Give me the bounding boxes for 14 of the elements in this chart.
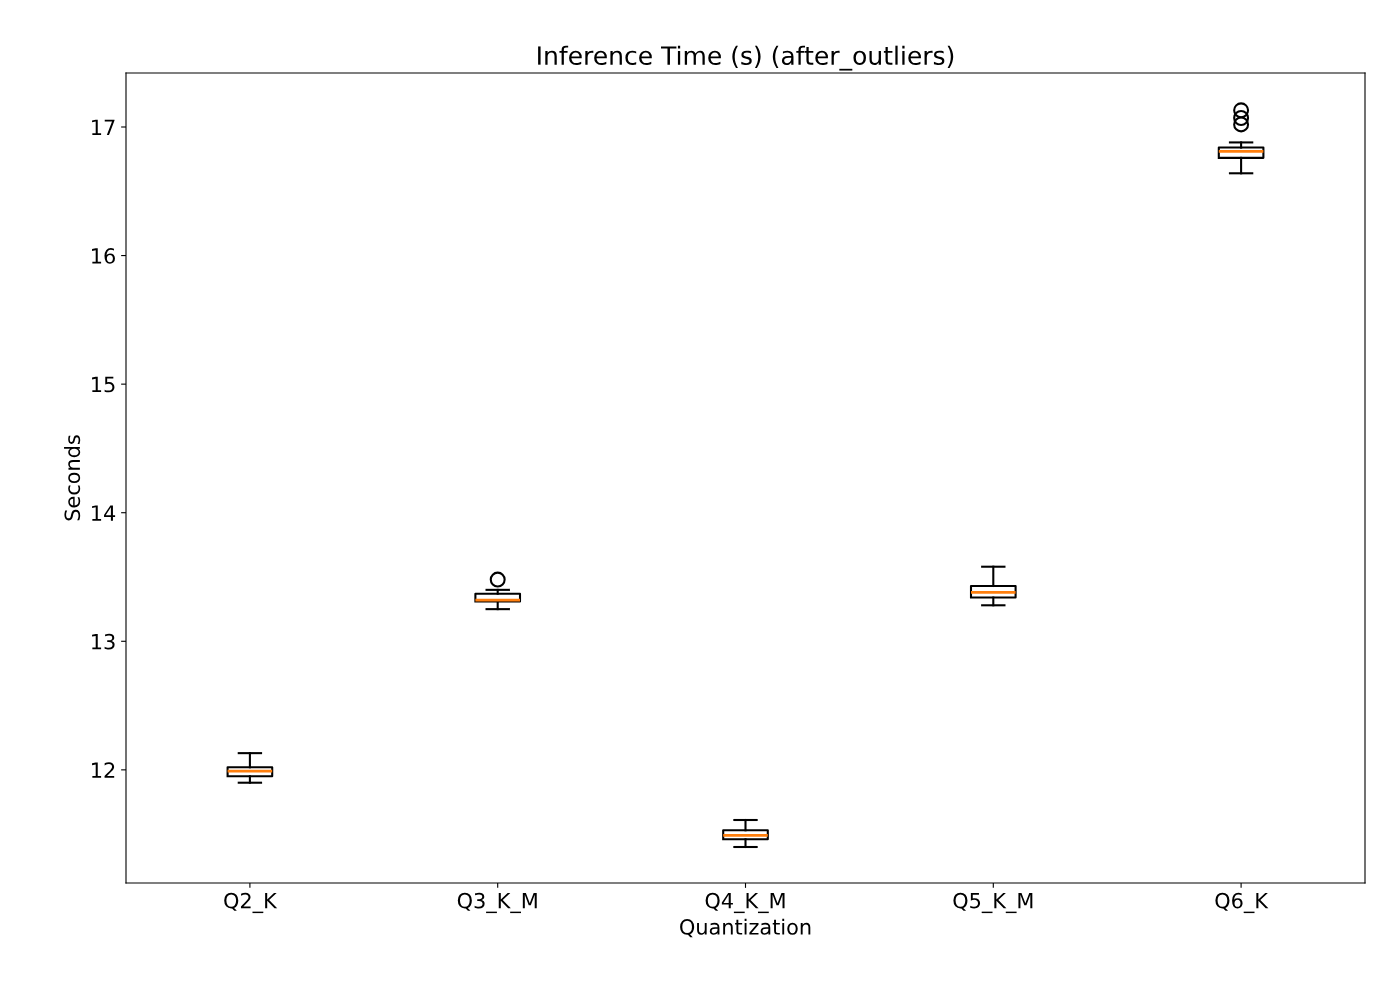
y-tick-label: 16: [92, 248, 115, 264]
y-tick-label: 17: [92, 119, 115, 135]
chart-title: Inference Time (s) (after_outliers): [538, 45, 954, 71]
x-tick-label: Q5_K_M: [953, 892, 1033, 914]
x-axis-title: Quantization: [680, 918, 811, 938]
y-axis-title: Seconds: [64, 435, 81, 521]
x-tick-label: Q3_K_M: [457, 892, 537, 914]
y-tick-label: 14: [92, 505, 116, 521]
y-tick-label: 13: [92, 633, 115, 650]
y-tick-label: 15: [92, 376, 115, 393]
y-tick-label: 12: [92, 762, 115, 778]
x-tick-label: Q2_K: [224, 892, 278, 914]
x-tick-label: Q4_K_M: [705, 892, 785, 914]
x-tick-label: Q6_K: [1215, 892, 1269, 914]
